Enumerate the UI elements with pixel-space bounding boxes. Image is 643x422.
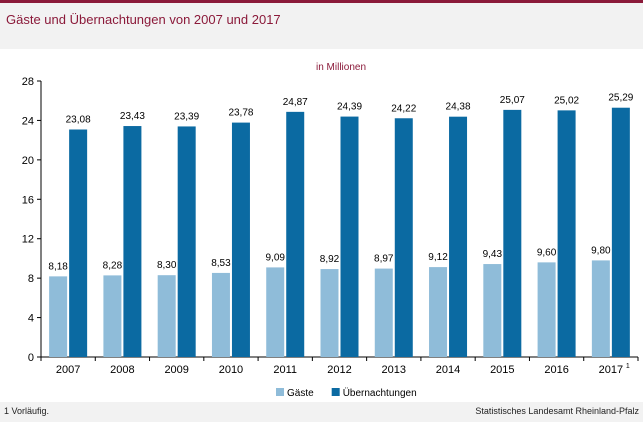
data-label: 9,12 <box>428 252 448 263</box>
data-label: 9,09 <box>265 252 285 263</box>
data-label: 25,29 <box>608 93 633 104</box>
bar <box>49 276 68 357</box>
x-tick-label: 2015 <box>490 364 514 376</box>
bar <box>340 116 359 357</box>
bar <box>483 264 502 357</box>
bar <box>177 126 196 357</box>
bar <box>157 275 176 357</box>
data-label: 24,22 <box>391 103 416 114</box>
data-label: 9,80 <box>591 245 611 256</box>
data-label: 23,43 <box>120 111 145 122</box>
x-tick-label: 2013 <box>382 364 406 376</box>
x-tick-label: 2014 <box>436 364 460 376</box>
data-label: 23,39 <box>174 111 199 122</box>
x-tick-label: 2010 <box>219 364 243 376</box>
x-tick-footnote: 1 <box>626 363 630 370</box>
bar <box>394 118 413 357</box>
data-label: 8,97 <box>374 254 394 265</box>
data-label: 8,92 <box>320 254 340 265</box>
y-tick-label: 0 <box>28 352 34 364</box>
legend-label: Gäste <box>287 388 314 399</box>
chart-title: Gäste und Übernachtungen von 2007 und 20… <box>6 12 281 27</box>
x-tick-label: 2007 <box>56 364 80 376</box>
data-label: 9,60 <box>537 247 557 258</box>
bar <box>429 267 448 357</box>
accent-bar <box>0 0 643 3</box>
data-label: 8,30 <box>157 260 177 271</box>
bar <box>320 269 339 357</box>
bar <box>286 111 305 357</box>
bar <box>69 129 88 357</box>
unit-label: in Millionen <box>316 62 366 73</box>
footnote: 1 Vorläufig. <box>4 406 50 416</box>
bar <box>611 107 630 357</box>
data-label: 23,08 <box>66 114 91 125</box>
legend: Gäste Übernachtungen <box>276 387 417 399</box>
data-label: 24,39 <box>337 102 362 113</box>
data-label: 24,38 <box>446 102 471 113</box>
bar <box>103 275 122 357</box>
data-label: 8,18 <box>48 261 68 272</box>
bar <box>503 109 522 357</box>
bar <box>231 122 250 358</box>
data-label: 24,87 <box>283 97 308 108</box>
x-tick-label: 2009 <box>164 364 188 376</box>
data-label: 25,07 <box>500 95 525 106</box>
legend-swatch <box>331 388 340 396</box>
bar <box>374 268 393 357</box>
y-axis: 0 4 8 12 16 20 24 28 <box>22 76 42 364</box>
data-label: 8,28 <box>103 260 123 271</box>
y-tick-label: 8 <box>28 273 34 285</box>
y-tick-label: 4 <box>28 313 34 325</box>
legend-label: Übernachtungen <box>343 387 417 399</box>
data-label: 8,53 <box>211 258 231 269</box>
y-tick-label: 28 <box>22 76 34 88</box>
bar <box>123 126 142 357</box>
y-tick-label: 12 <box>22 234 34 246</box>
bar <box>557 110 576 357</box>
y-tick-label: 24 <box>22 115 34 127</box>
bar <box>591 260 610 357</box>
x-axis: 2007 2008 2009 2010 2011 2012 2013 2014 2015 2016… <box>40 356 639 376</box>
x-tick-label: 2016 <box>544 364 568 376</box>
source-label: Statistisches Landesamt Rheinland-Pfalz <box>475 406 639 416</box>
bar <box>537 262 556 357</box>
bar <box>211 272 230 357</box>
bar <box>266 267 285 357</box>
data-label: 9,43 <box>483 249 503 260</box>
data-label: 23,78 <box>228 108 253 119</box>
y-tick-label: 20 <box>22 155 34 167</box>
x-tick-label: 2017 <box>599 364 623 376</box>
bars: 8,18 23,08 8,28 23,43 8,30 23,39 8,53 23,78 9,09… <box>48 93 634 358</box>
bar <box>449 116 468 357</box>
legend-swatch <box>276 388 284 396</box>
y-tick-label: 16 <box>22 194 34 206</box>
x-tick-label: 2012 <box>327 364 351 376</box>
x-tick-label: 2008 <box>110 364 134 376</box>
data-label: 25,02 <box>554 95 579 106</box>
x-tick-label: 2011 <box>273 364 297 376</box>
